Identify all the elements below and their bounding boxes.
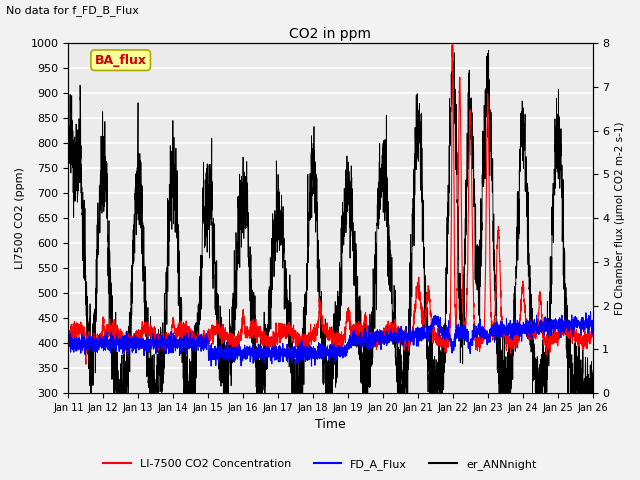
Legend: LI-7500 CO2 Concentration, FD_A_Flux, er_ANNnight: LI-7500 CO2 Concentration, FD_A_Flux, er… (99, 455, 541, 474)
Text: No data for f_FD_B_Flux: No data for f_FD_B_Flux (6, 5, 140, 16)
Y-axis label: FD Chamber flux (μmol CO2 m-2 s-1): FD Chamber flux (μmol CO2 m-2 s-1) (615, 121, 625, 315)
Title: CO2 in ppm: CO2 in ppm (289, 27, 371, 41)
Text: BA_flux: BA_flux (95, 54, 147, 67)
Y-axis label: LI7500 CO2 (ppm): LI7500 CO2 (ppm) (15, 167, 25, 269)
X-axis label: Time: Time (315, 419, 346, 432)
